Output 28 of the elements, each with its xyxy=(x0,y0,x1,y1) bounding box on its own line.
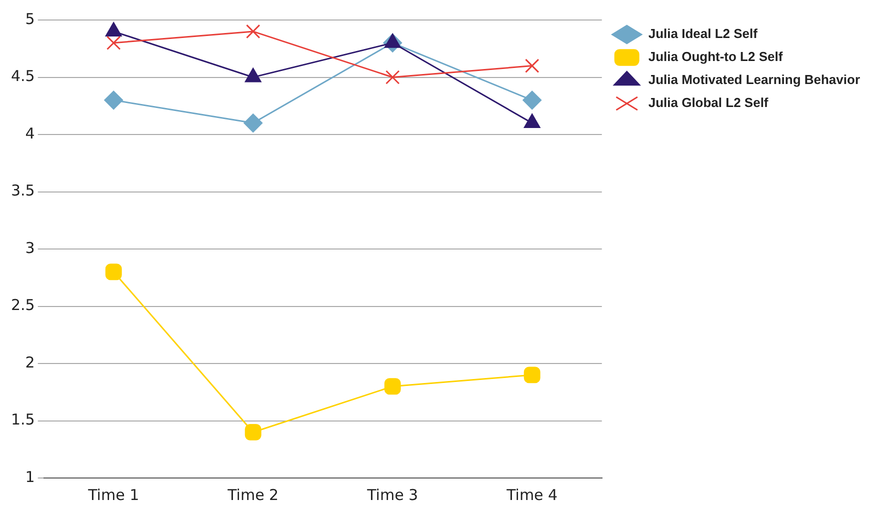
point xyxy=(246,24,260,39)
point xyxy=(524,58,540,73)
point xyxy=(244,424,262,440)
point xyxy=(385,70,400,84)
y-tick-label: 4.5 xyxy=(10,67,35,86)
x-tick-label: Time 1 xyxy=(87,486,140,504)
point xyxy=(105,264,122,280)
point xyxy=(384,378,401,395)
legend-label: Julia Ideal L2 Self xyxy=(648,26,758,42)
legend-label: Julia Global L2 Self xyxy=(648,95,769,110)
point xyxy=(244,114,263,133)
y-tick-label: 5 xyxy=(25,10,35,28)
y-tick-label: 1 xyxy=(25,468,35,486)
point xyxy=(104,90,124,110)
y-tick-label: 2 xyxy=(25,353,35,372)
y-tick-label: 4 xyxy=(25,124,35,142)
y-tick-label: 3.5 xyxy=(10,182,35,200)
x-tick-label: Time 4 xyxy=(506,486,558,504)
y-tick-label: 1.5 xyxy=(10,410,35,429)
legend-label: Julia Ought-to L2 Self xyxy=(648,49,784,64)
point xyxy=(106,36,121,50)
x-tick-label: Time 3 xyxy=(366,486,418,504)
y-tick-label: 2.5 xyxy=(10,296,35,314)
x-tick-label: Time 2 xyxy=(226,486,279,504)
y-tick-label: 3 xyxy=(25,238,35,257)
point xyxy=(522,90,542,110)
legend-label: Julia Motivated Learning Behavior xyxy=(648,72,860,88)
point xyxy=(524,366,540,384)
